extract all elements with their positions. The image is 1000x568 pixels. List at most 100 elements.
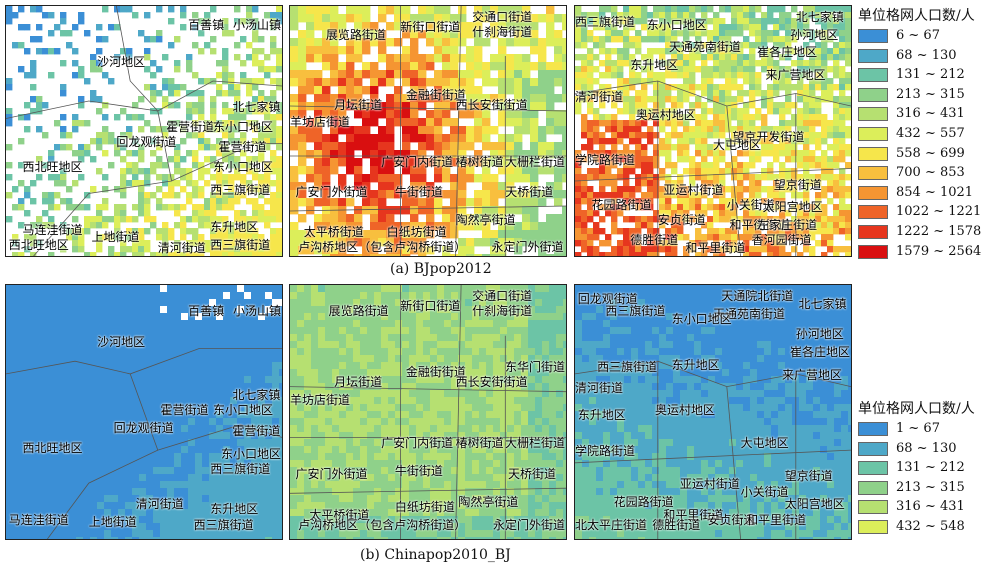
- grid-cell: [162, 204, 169, 211]
- grid-cell: [554, 150, 563, 159]
- grid-cell: [270, 48, 277, 55]
- grid-cell: [18, 162, 25, 169]
- grid-cell: [611, 192, 618, 199]
- grid-cell: [216, 362, 224, 370]
- grid-cell: [48, 488, 56, 496]
- grid-cell: [701, 240, 708, 247]
- grid-cell: [611, 126, 618, 133]
- grid-cell: [779, 222, 786, 229]
- grid-cell: [575, 72, 582, 79]
- grid-cell: [209, 418, 217, 426]
- grid-cell: [713, 150, 720, 157]
- grid-cell: [258, 327, 266, 335]
- grid-cell: [779, 6, 786, 13]
- grid-cell: [78, 150, 85, 157]
- grid-cell: [237, 523, 245, 531]
- grid-cell: [76, 488, 84, 496]
- grid-cell: [749, 198, 756, 205]
- grid-cell: [833, 138, 840, 145]
- grid-cell: [6, 299, 14, 307]
- district-label: 大屯地区: [713, 137, 762, 152]
- grid-cell: [146, 502, 154, 510]
- grid-cell: [297, 320, 305, 328]
- grid-cell: [426, 118, 435, 127]
- grid-cell: [749, 90, 756, 97]
- grid-cell: [629, 108, 636, 115]
- grid-cell: [306, 30, 315, 39]
- grid-cell: [731, 198, 738, 205]
- grid-cell: [306, 46, 315, 55]
- grid-cell: [27, 362, 35, 370]
- grid-cell: [314, 118, 323, 127]
- grid-cell: [55, 474, 63, 482]
- grid-cell: [418, 158, 427, 167]
- grid-cell: [27, 341, 35, 349]
- grid-cell: [346, 62, 355, 71]
- grid-cell: [458, 238, 467, 247]
- grid-cell: [209, 488, 217, 496]
- grid-cell: [575, 12, 582, 19]
- grid-cell: [78, 96, 85, 103]
- grid-cell: [252, 246, 259, 253]
- grid-cell: [192, 210, 199, 217]
- grid-cell: [362, 174, 371, 183]
- grid-cell: [223, 369, 231, 377]
- grid-cell: [737, 162, 744, 169]
- grid-cell: [265, 362, 273, 370]
- grid-cell: [6, 523, 14, 531]
- grid-cell: [20, 523, 28, 531]
- grid-cell: [653, 6, 660, 13]
- grid-cell: [90, 397, 98, 405]
- grid-cell: [216, 320, 224, 328]
- grid-cell: [48, 292, 56, 300]
- grid-cell: [258, 204, 265, 211]
- grid-cell: [102, 150, 109, 157]
- grid-cell: [653, 132, 660, 139]
- grid-cell: [354, 14, 363, 23]
- grid-cell: [181, 488, 189, 496]
- grid-cell: [409, 285, 417, 293]
- grid-cell: [27, 404, 35, 412]
- grid-cell: [167, 299, 175, 307]
- grid-cell: [689, 30, 696, 37]
- grid-cell: [30, 84, 37, 91]
- grid-cell: [354, 54, 363, 63]
- grid-cell: [222, 54, 229, 61]
- grid-cell: [153, 390, 161, 398]
- grid-cell: [617, 240, 624, 247]
- grid-cell: [20, 376, 28, 384]
- grid-cell: [797, 12, 804, 19]
- grid-cell: [90, 60, 97, 67]
- grid-cell: [216, 246, 223, 253]
- grid-cell: [322, 6, 331, 15]
- grid-cell: [174, 334, 182, 342]
- grid-cell: [13, 306, 21, 314]
- grid-cell: [330, 126, 339, 135]
- grid-cell: [737, 114, 744, 121]
- grid-cell: [146, 292, 154, 300]
- grid-cell: [653, 162, 660, 169]
- grid-cell: [90, 138, 97, 145]
- grid-cell: [354, 214, 363, 223]
- grid-cell: [48, 397, 56, 405]
- grid-cell: [258, 341, 266, 349]
- grid-cell: [222, 72, 229, 79]
- grid-cell: [102, 186, 109, 193]
- grid-cell: [216, 537, 224, 539]
- grid-cell: [749, 252, 756, 256]
- grid-cell: [647, 162, 654, 169]
- grid-cell: [354, 182, 363, 191]
- grid-cell: [209, 383, 217, 391]
- grid-cell: [138, 150, 145, 157]
- grid-cell: [388, 292, 396, 300]
- grid-cell: [48, 411, 56, 419]
- grid-cell: [139, 313, 147, 321]
- grid-cell: [83, 376, 91, 384]
- grid-cell: [60, 114, 67, 121]
- grid-cell: [665, 204, 672, 211]
- grid-cell: [125, 383, 133, 391]
- grid-cell: [90, 341, 98, 349]
- grid-cell: [749, 120, 756, 127]
- grid-cell: [325, 313, 333, 321]
- grid-cell: [338, 142, 347, 151]
